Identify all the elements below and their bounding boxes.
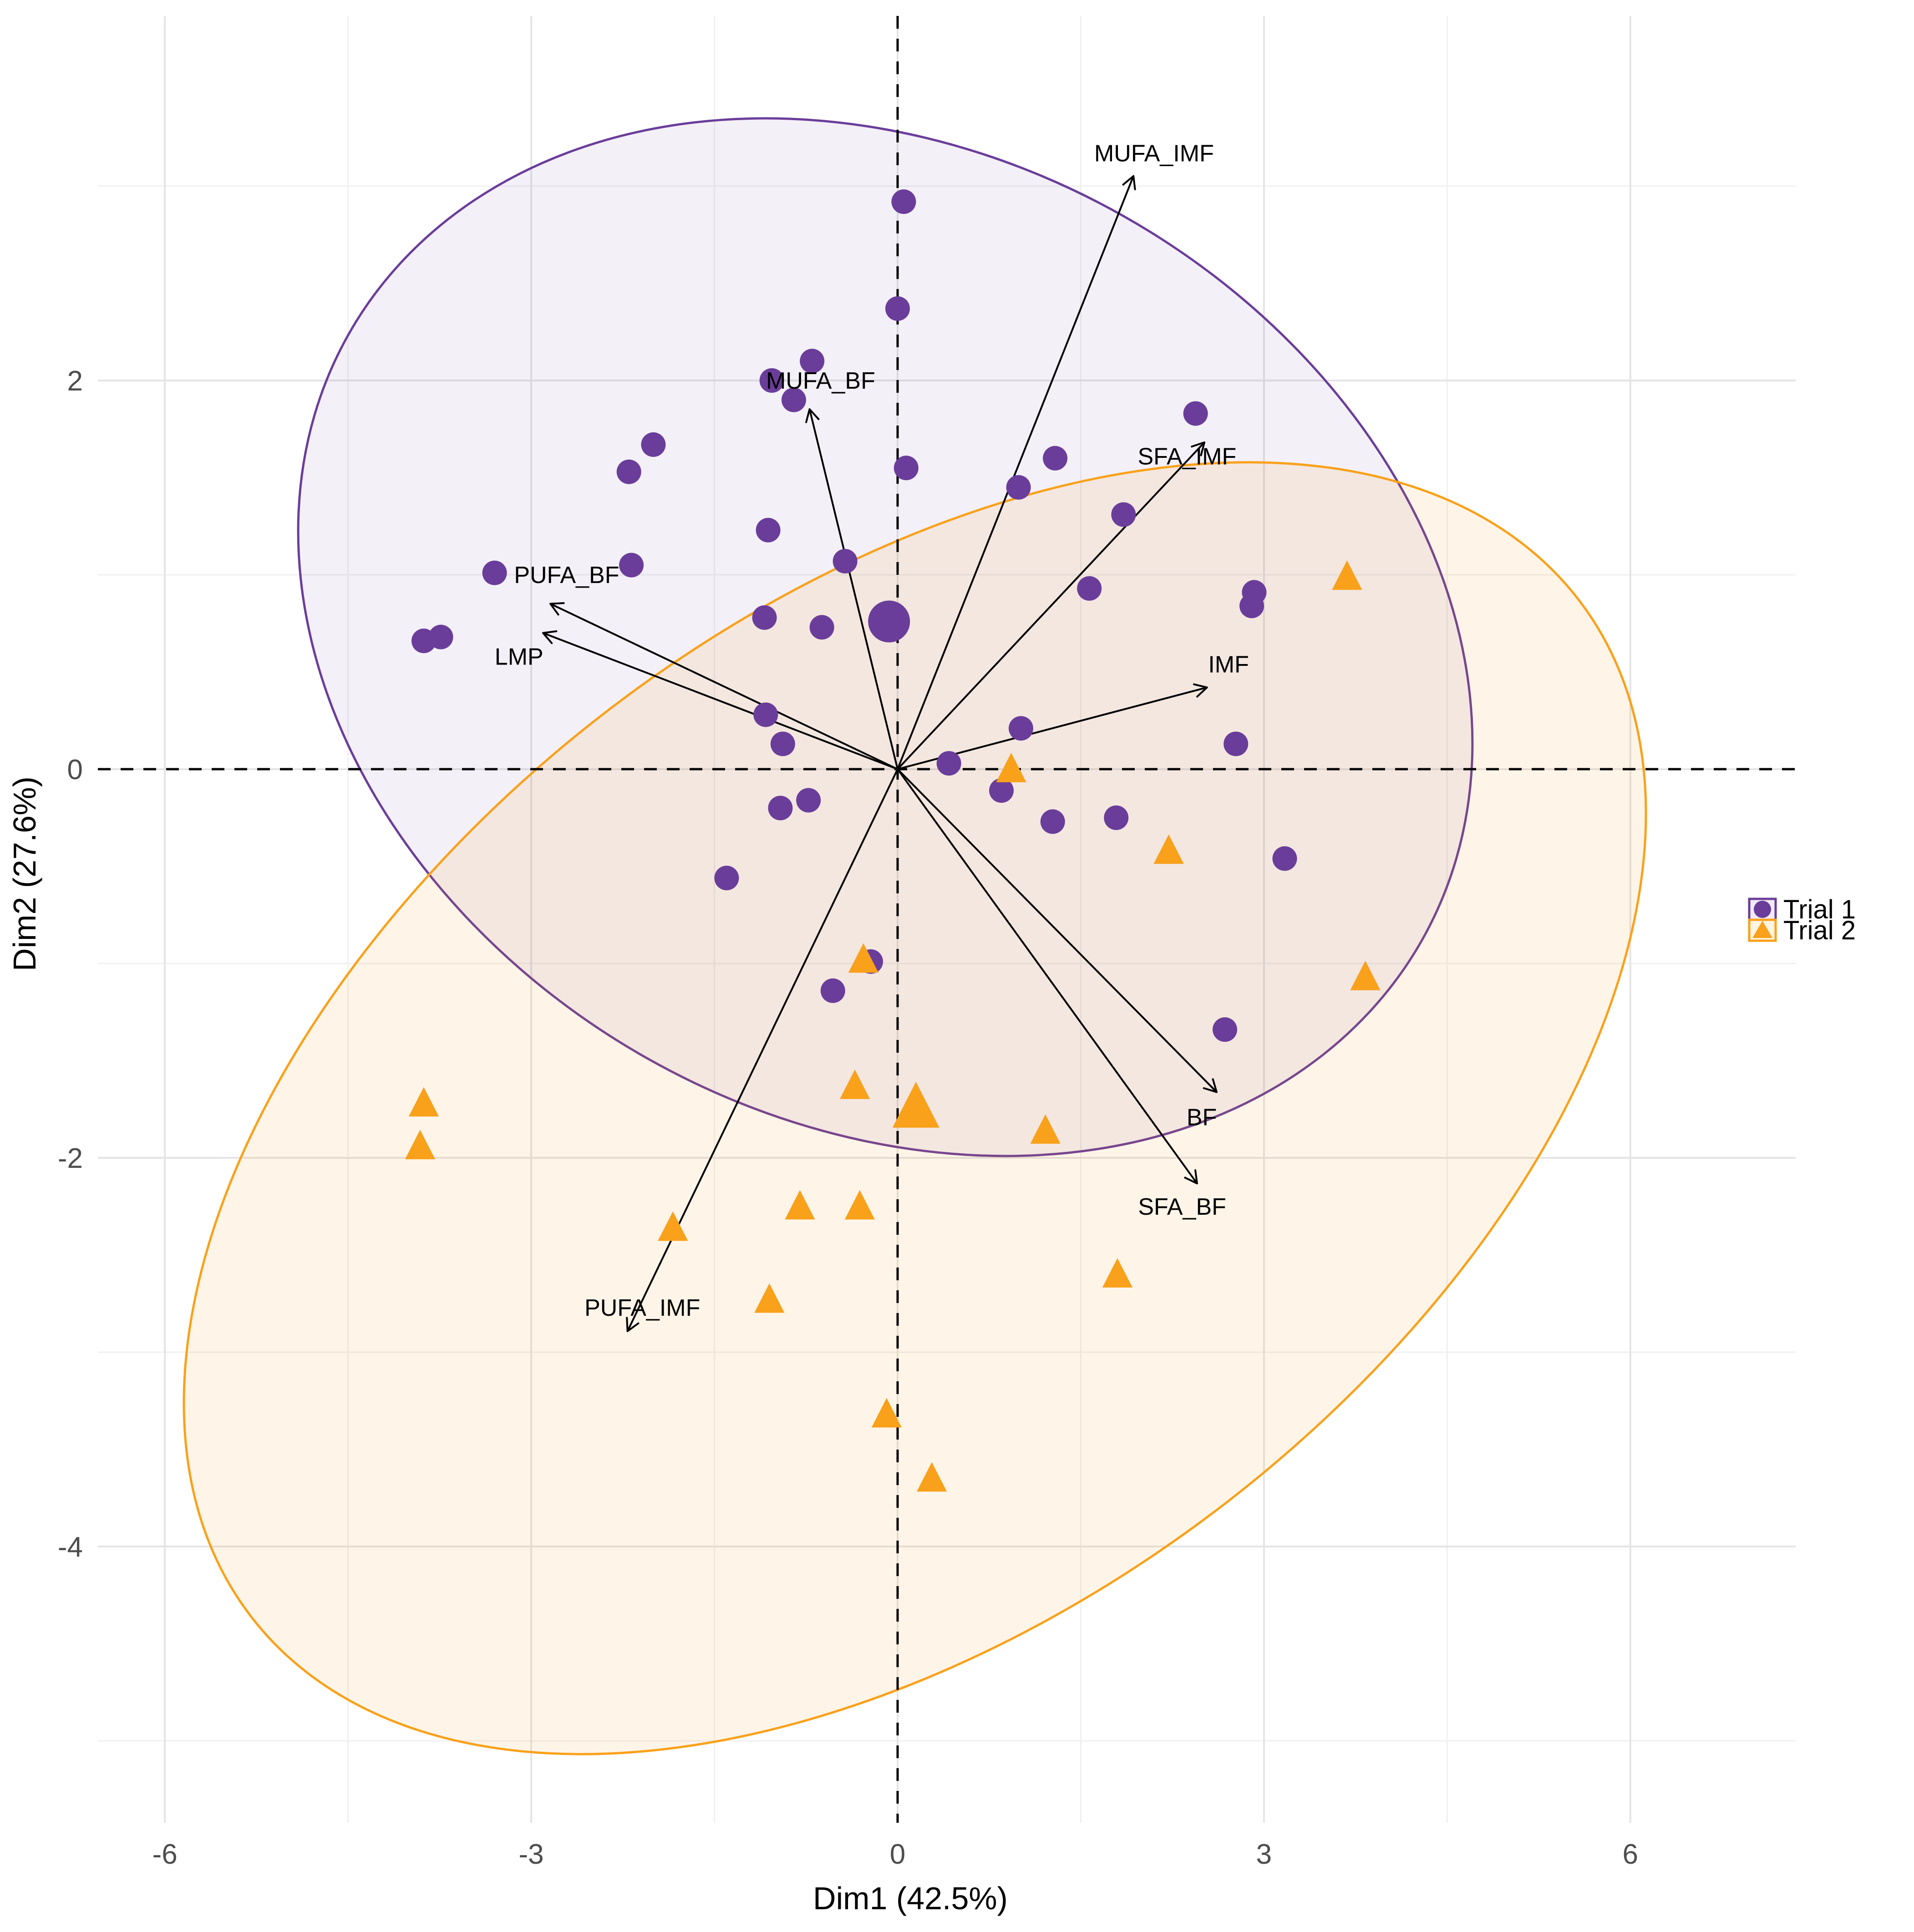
data-point-trial-2 xyxy=(996,753,1026,782)
data-point-trial-1 xyxy=(756,517,781,543)
data-point-trial-1 xyxy=(894,456,919,481)
y-tick-label: 2 xyxy=(67,365,83,397)
data-point-trial-2 xyxy=(1102,1258,1133,1288)
data-point-trial-1 xyxy=(714,866,739,891)
data-point-trial-1 xyxy=(1111,502,1136,527)
loading-label-mufa_imf: MUFA_IMF xyxy=(1094,140,1214,167)
data-point-trial-1 xyxy=(936,751,961,776)
data-point-trial-2 xyxy=(408,1087,439,1117)
x-tick-label: -3 xyxy=(519,1839,544,1870)
data-points xyxy=(405,189,1381,1492)
data-point-trial-2 xyxy=(1332,560,1362,590)
loading-arrow-sfa_bf xyxy=(897,768,1198,1185)
x-tick-label: -6 xyxy=(152,1839,178,1870)
loading-label-sfa_bf: SFA_BF xyxy=(1138,1194,1226,1220)
loading-label-imf: IMF xyxy=(1208,651,1249,678)
data-point-trial-2 xyxy=(754,1283,785,1313)
data-point-trial-1 xyxy=(770,731,795,756)
centroid-trial-1 xyxy=(868,600,910,643)
data-point-trial-2 xyxy=(848,943,878,973)
loading-label-mufa_bf: MUFA_BF xyxy=(766,368,875,394)
loading-arrows xyxy=(542,175,1218,1332)
data-point-trial-2 xyxy=(785,1190,815,1220)
data-point-trial-1 xyxy=(1006,475,1031,500)
data-point-trial-1 xyxy=(1077,576,1102,601)
data-point-trial-1 xyxy=(1183,401,1208,426)
data-point-trial-1 xyxy=(820,978,845,1003)
data-point-trial-1 xyxy=(482,560,507,585)
data-point-trial-1 xyxy=(1224,731,1249,756)
data-point-trial-1 xyxy=(753,702,778,727)
data-point-trial-1 xyxy=(1213,1017,1238,1042)
loading-label-pufa_bf: PUFA_BF xyxy=(514,562,619,588)
data-point-trial-2 xyxy=(917,1462,947,1492)
data-point-trial-2 xyxy=(1153,834,1184,864)
data-point-trial-1 xyxy=(641,432,666,457)
data-point-trial-2 xyxy=(844,1190,875,1220)
loading-label-sfa_imf: SFA_IMF xyxy=(1138,444,1237,470)
data-point-trial-1 xyxy=(833,549,858,574)
loading-arrow-sfa_imf xyxy=(897,441,1206,770)
data-point-trial-1 xyxy=(428,624,453,649)
data-point-trial-1 xyxy=(752,605,777,630)
data-point-trial-1 xyxy=(989,778,1014,803)
data-point-trial-1 xyxy=(1040,809,1065,834)
data-point-trial-1 xyxy=(809,615,834,640)
data-point-trial-1 xyxy=(759,368,784,393)
data-point-trial-1 xyxy=(616,459,641,484)
gridlines-minor xyxy=(98,16,1796,1823)
data-point-trial-1 xyxy=(1239,593,1264,619)
x-tick-label: 0 xyxy=(890,1839,905,1870)
loading-arrow-lmp xyxy=(542,630,898,770)
loading-arrow-mufa_bf xyxy=(805,408,899,770)
data-point-trial-1 xyxy=(891,189,916,214)
data-point-trial-1 xyxy=(885,296,910,321)
x-axis-title: Dim1 (42.5%) xyxy=(813,1881,1008,1916)
y-axis-title: Dim2 (27.6%) xyxy=(7,776,42,971)
data-point-trial-1 xyxy=(1043,446,1068,471)
x-tick-label: 3 xyxy=(1256,1839,1272,1870)
y-tick-label: -2 xyxy=(58,1143,83,1174)
data-point-trial-2 xyxy=(1350,960,1381,990)
data-point-trial-2 xyxy=(1030,1114,1061,1144)
y-tick-label: -4 xyxy=(58,1531,83,1563)
centroid-trial-2 xyxy=(892,1081,939,1128)
data-point-trial-1 xyxy=(796,788,821,813)
legend-circle-icon xyxy=(1754,901,1771,918)
data-point-trial-2 xyxy=(658,1211,688,1241)
loading-arrow-mufa_imf xyxy=(897,175,1136,770)
data-point-trial-2 xyxy=(871,1398,902,1428)
legend-item-trial-2: Trial 2 xyxy=(1748,916,1856,945)
legend-label-trial-1: Trial 1 xyxy=(1783,895,1856,924)
y-tick-label: 0 xyxy=(67,754,83,786)
legend-label-trial-2: Trial 2 xyxy=(1783,916,1856,945)
data-point-trial-1 xyxy=(619,553,644,578)
data-point-trial-1 xyxy=(1104,805,1129,830)
legend: Trial 1 Trial 2 xyxy=(1748,895,1856,945)
data-point-trial-1 xyxy=(1272,846,1297,871)
data-point-trial-1 xyxy=(800,349,825,374)
loading-label-lmp: LMP xyxy=(495,644,543,670)
loading-arrow-bf xyxy=(897,768,1218,1093)
loading-label-pufa_imf: PUFA_IMF xyxy=(584,1295,700,1321)
data-point-trial-1 xyxy=(768,796,793,821)
data-point-trial-1 xyxy=(1008,716,1033,741)
loading-arrow-pufa_bf xyxy=(549,602,898,770)
loading-label-bf: BF xyxy=(1187,1104,1217,1131)
data-point-trial-2 xyxy=(839,1070,870,1099)
data-point-trial-1 xyxy=(781,387,806,412)
x-tick-label: 6 xyxy=(1623,1839,1638,1870)
data-point-trial-2 xyxy=(405,1130,436,1160)
y-axis-tick-labels: -4 -2 0 2 xyxy=(58,365,83,1563)
legend-triangle-icon xyxy=(1752,921,1772,938)
x-axis-tick-labels: -6 -3 0 3 6 xyxy=(152,1839,1638,1870)
loading-labels: MUFA_IMF MUFA_BF SFA_IMF PUFA_BF LMP IMF BF SFA… xyxy=(495,140,1249,1321)
